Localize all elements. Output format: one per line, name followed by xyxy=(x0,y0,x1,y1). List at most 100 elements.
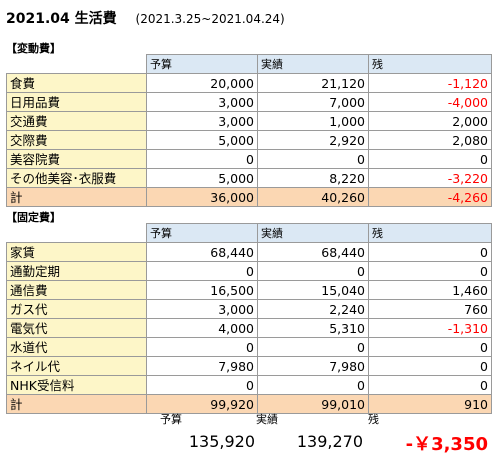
table-row: ネイル代 7,980 7,980 0 xyxy=(6,356,492,376)
actual-cell[interactable]: 21,120 xyxy=(257,73,369,93)
remain-cell[interactable]: -4,000 xyxy=(368,92,492,112)
fixed-section-label: 【固定費】 xyxy=(6,211,61,224)
remain-cell[interactable]: -1,120 xyxy=(368,73,492,93)
total-budget-cell[interactable]: 36,000 xyxy=(146,187,258,207)
variable-section-label: 【変動費】 xyxy=(6,42,61,55)
actual-cell[interactable]: 0 xyxy=(257,375,369,395)
header-blank-cell xyxy=(6,54,147,74)
column-header-actual: 実績 xyxy=(257,223,369,243)
table-row: 交通費 3,000 1,000 2,000 xyxy=(6,111,492,131)
category-cell[interactable]: ネイル代 xyxy=(6,356,147,376)
table-row: 水道代 0 0 0 xyxy=(6,337,492,357)
budget-cell[interactable]: 3,000 xyxy=(146,92,258,112)
actual-cell[interactable]: 2,240 xyxy=(257,299,369,319)
column-header-actual: 実績 xyxy=(257,54,369,74)
table-row: 電気代 4,000 5,310 -1,310 xyxy=(6,318,492,338)
total-budget-cell[interactable]: 99,920 xyxy=(146,394,258,414)
category-cell[interactable]: 日用品費 xyxy=(6,92,147,112)
table-row: NHK受信料 0 0 0 xyxy=(6,375,492,395)
summary-actual-value: 139,270 xyxy=(296,432,363,451)
remain-cell[interactable]: 0 xyxy=(368,337,492,357)
budget-cell[interactable]: 5,000 xyxy=(146,168,258,188)
total-row: 計 99,920 99,010 910 xyxy=(6,394,492,414)
budget-cell[interactable]: 0 xyxy=(146,261,258,281)
remain-cell[interactable]: 0 xyxy=(368,149,492,169)
sheet-title: 2021.04 生活費 (2021.3.25~2021.04.24) xyxy=(6,8,285,28)
header-row: 予算 実績残 xyxy=(6,223,492,243)
actual-cell[interactable]: 8,220 xyxy=(257,168,369,188)
table-row: 日用品費 3,000 7,000 -4,000 xyxy=(6,92,492,112)
budget-cell[interactable]: 20,000 xyxy=(146,73,258,93)
title-text: 2021.04 生活費 xyxy=(6,11,117,27)
summary-budget-value: 135,920 xyxy=(188,432,255,451)
budget-cell[interactable]: 5,000 xyxy=(146,130,258,150)
budget-cell[interactable]: 0 xyxy=(146,337,258,357)
column-header-budget: 予算 xyxy=(146,223,258,243)
actual-cell[interactable]: 2,920 xyxy=(257,130,369,150)
header-blank-cell xyxy=(6,223,147,243)
remain-cell[interactable]: 2,000 xyxy=(368,111,492,131)
actual-cell[interactable]: 5,310 xyxy=(257,318,369,338)
budget-cell[interactable]: 68,440 xyxy=(146,242,258,262)
summary-budget-label: 予算 xyxy=(160,413,182,426)
category-cell[interactable]: NHK受信料 xyxy=(6,375,147,395)
budget-cell[interactable]: 0 xyxy=(146,375,258,395)
period-text: (2021.3.25~2021.04.24) xyxy=(135,12,285,26)
remain-cell[interactable]: -1,310 xyxy=(368,318,492,338)
remain-cell[interactable]: 2,080 xyxy=(368,130,492,150)
table-row: 美容院費 0 0 0 xyxy=(6,149,492,169)
table-row: ガス代 3,000 2,240 760 xyxy=(6,299,492,319)
total-actual-cell[interactable]: 99,010 xyxy=(257,394,369,414)
category-cell[interactable]: 交通費 xyxy=(6,111,147,131)
category-cell[interactable]: 家賃 xyxy=(6,242,147,262)
budget-cell[interactable]: 7,980 xyxy=(146,356,258,376)
category-cell[interactable]: 水道代 xyxy=(6,337,147,357)
remain-cell[interactable]: 0 xyxy=(368,242,492,262)
total-remain-cell[interactable]: 910 xyxy=(368,394,492,414)
budget-cell[interactable]: 3,000 xyxy=(146,299,258,319)
category-cell[interactable]: 美容院費 xyxy=(6,149,147,169)
column-header-budget: 予算 xyxy=(146,54,258,74)
remain-cell[interactable]: 760 xyxy=(368,299,492,319)
budget-cell[interactable]: 16,500 xyxy=(146,280,258,300)
actual-cell[interactable]: 0 xyxy=(257,149,369,169)
total-remain-cell[interactable]: -4,260 xyxy=(368,187,492,207)
summary-actual-label: 実績 xyxy=(256,413,278,426)
category-cell[interactable]: 交際費 xyxy=(6,130,147,150)
actual-cell[interactable]: 7,000 xyxy=(257,92,369,112)
remain-cell[interactable]: 1,460 xyxy=(368,280,492,300)
category-cell[interactable]: 食費 xyxy=(6,73,147,93)
category-cell[interactable]: その他美容･衣服費 xyxy=(6,168,147,188)
total-label-cell[interactable]: 計 xyxy=(6,187,147,207)
actual-cell[interactable]: 15,040 xyxy=(257,280,369,300)
total-actual-cell[interactable]: 40,260 xyxy=(257,187,369,207)
remain-cell[interactable]: 0 xyxy=(368,375,492,395)
table-row: 交際費 5,000 2,920 2,080 xyxy=(6,130,492,150)
total-row: 計 36,000 40,260 -4,260 xyxy=(6,187,492,207)
actual-cell[interactable]: 68,440 xyxy=(257,242,369,262)
actual-cell[interactable]: 1,000 xyxy=(257,111,369,131)
category-cell[interactable]: 電気代 xyxy=(6,318,147,338)
total-label-cell[interactable]: 計 xyxy=(6,394,147,414)
category-cell[interactable]: ガス代 xyxy=(6,299,147,319)
remain-cell[interactable]: -3,220 xyxy=(368,168,492,188)
table-row: その他美容･衣服費 5,000 8,220 -3,220 xyxy=(6,168,492,188)
actual-cell[interactable]: 0 xyxy=(257,337,369,357)
remain-cell[interactable]: 0 xyxy=(368,356,492,376)
budget-cell[interactable]: 4,000 xyxy=(146,318,258,338)
category-cell[interactable]: 通信費 xyxy=(6,280,147,300)
table-row: 食費 20,000 21,120 -1,120 xyxy=(6,73,492,93)
remain-cell[interactable]: 0 xyxy=(368,261,492,281)
header-row: 予算 実績残 xyxy=(6,54,492,74)
actual-cell[interactable]: 0 xyxy=(257,261,369,281)
summary-remain-value: -￥3,350 xyxy=(405,434,488,455)
table-row: 家賃 68,440 68,440 0 xyxy=(6,242,492,262)
table-row: 通信費 16,500 15,040 1,460 xyxy=(6,280,492,300)
category-cell[interactable]: 通勤定期 xyxy=(6,261,147,281)
actual-cell[interactable]: 7,980 xyxy=(257,356,369,376)
fixed-cost-table: 予算 実績残家賃 68,440 68,440 0 通勤定期 0 0 0 通信費 16,500 15,0… xyxy=(6,223,492,414)
budget-cell[interactable]: 3,000 xyxy=(146,111,258,131)
table-row: 通勤定期 0 0 0 xyxy=(6,261,492,281)
budget-cell[interactable]: 0 xyxy=(146,149,258,169)
variable-cost-table: 予算 実績残食費 20,000 21,120 -1,120 日用品費 3,000 7,000-… xyxy=(6,54,492,207)
